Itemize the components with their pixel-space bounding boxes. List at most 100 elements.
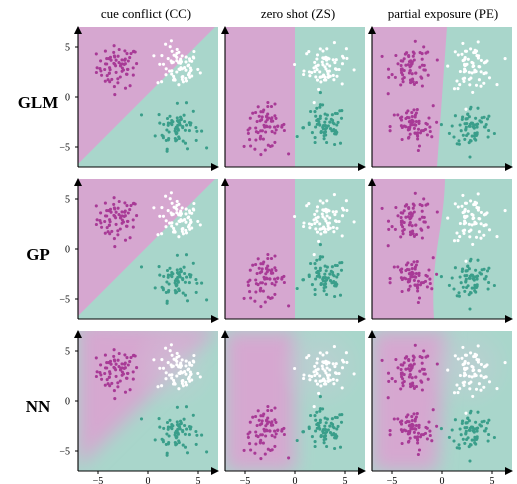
point-test bbox=[463, 67, 467, 71]
point-a bbox=[412, 260, 416, 264]
point-b bbox=[195, 433, 199, 437]
point-a bbox=[426, 225, 430, 229]
point-b bbox=[461, 133, 465, 137]
point-test bbox=[479, 58, 483, 62]
point-b bbox=[447, 435, 451, 439]
point-a bbox=[273, 418, 277, 422]
point-test bbox=[469, 76, 473, 80]
point-test bbox=[312, 218, 316, 222]
point-b bbox=[164, 442, 168, 446]
point-test bbox=[452, 391, 457, 395]
point-test bbox=[331, 73, 335, 77]
point-b bbox=[475, 437, 479, 441]
point-test bbox=[474, 353, 479, 357]
point-b bbox=[318, 103, 322, 107]
point-a bbox=[431, 256, 435, 260]
point-test bbox=[192, 49, 196, 54]
point-b bbox=[461, 267, 465, 271]
point-b bbox=[480, 116, 484, 120]
point-a bbox=[417, 144, 422, 148]
point-a bbox=[113, 93, 117, 97]
point-b bbox=[310, 435, 314, 439]
point-a bbox=[411, 423, 415, 428]
point-a bbox=[251, 263, 255, 267]
point-b bbox=[175, 131, 179, 135]
point-a bbox=[98, 219, 102, 223]
point-a bbox=[414, 232, 419, 237]
point-b bbox=[328, 424, 332, 428]
uncertainty-haze bbox=[128, 331, 218, 411]
point-a bbox=[108, 370, 112, 374]
point-a bbox=[242, 448, 246, 452]
point-a bbox=[273, 435, 277, 439]
point-a bbox=[265, 266, 269, 270]
decision-regions bbox=[78, 179, 218, 319]
point-test bbox=[315, 57, 319, 61]
point-b bbox=[200, 433, 204, 437]
point-b bbox=[332, 433, 336, 437]
point-test bbox=[471, 65, 475, 69]
point-a bbox=[407, 287, 411, 291]
point-test bbox=[305, 204, 309, 208]
point-b bbox=[315, 274, 319, 278]
point-test bbox=[323, 65, 327, 69]
point-a bbox=[129, 203, 133, 208]
point-test bbox=[455, 231, 459, 235]
point-a bbox=[274, 268, 278, 272]
point-a bbox=[266, 408, 270, 413]
point-b bbox=[466, 436, 470, 440]
point-b bbox=[457, 446, 461, 450]
point-b bbox=[318, 243, 322, 247]
point-b bbox=[319, 129, 323, 134]
point-a bbox=[282, 432, 286, 437]
point-test bbox=[325, 47, 329, 51]
point-b bbox=[165, 268, 170, 273]
point-b bbox=[165, 420, 170, 425]
point-test bbox=[479, 210, 483, 214]
point-a bbox=[263, 300, 267, 304]
point-a bbox=[408, 436, 412, 440]
point-a bbox=[116, 81, 120, 85]
point-b bbox=[314, 114, 318, 118]
point-a bbox=[426, 73, 430, 77]
point-a bbox=[407, 268, 411, 272]
point-b bbox=[468, 290, 472, 295]
point-test bbox=[469, 228, 473, 232]
point-test bbox=[173, 230, 177, 234]
point-a bbox=[273, 283, 277, 287]
point-a bbox=[262, 260, 266, 264]
point-a bbox=[407, 116, 411, 120]
point-b bbox=[339, 268, 344, 272]
point-test bbox=[184, 220, 188, 224]
point-test bbox=[187, 223, 191, 227]
point-a bbox=[248, 116, 252, 120]
point-test bbox=[471, 213, 475, 217]
point-test bbox=[455, 383, 459, 387]
point-test bbox=[455, 79, 459, 83]
point-b bbox=[158, 425, 162, 429]
point-test bbox=[184, 79, 189, 83]
point-a bbox=[94, 52, 98, 56]
point-b bbox=[473, 137, 477, 141]
point-test bbox=[475, 54, 479, 58]
decision-regions bbox=[372, 27, 512, 167]
point-b bbox=[479, 272, 484, 276]
point-a bbox=[259, 457, 263, 461]
point-a bbox=[131, 370, 135, 374]
point-b bbox=[450, 276, 454, 280]
point-test bbox=[452, 87, 457, 91]
point-b bbox=[315, 258, 319, 262]
point-a bbox=[99, 211, 103, 215]
point-test bbox=[152, 206, 156, 210]
point-test bbox=[471, 217, 475, 221]
point-test bbox=[333, 219, 338, 223]
point-test bbox=[164, 219, 168, 223]
point-b bbox=[486, 287, 490, 291]
point-a bbox=[399, 422, 404, 426]
point-test bbox=[181, 227, 185, 231]
point-test bbox=[160, 206, 164, 210]
point-test bbox=[470, 375, 474, 379]
point-a bbox=[431, 408, 435, 412]
point-b bbox=[178, 123, 182, 127]
point-test bbox=[334, 210, 338, 214]
